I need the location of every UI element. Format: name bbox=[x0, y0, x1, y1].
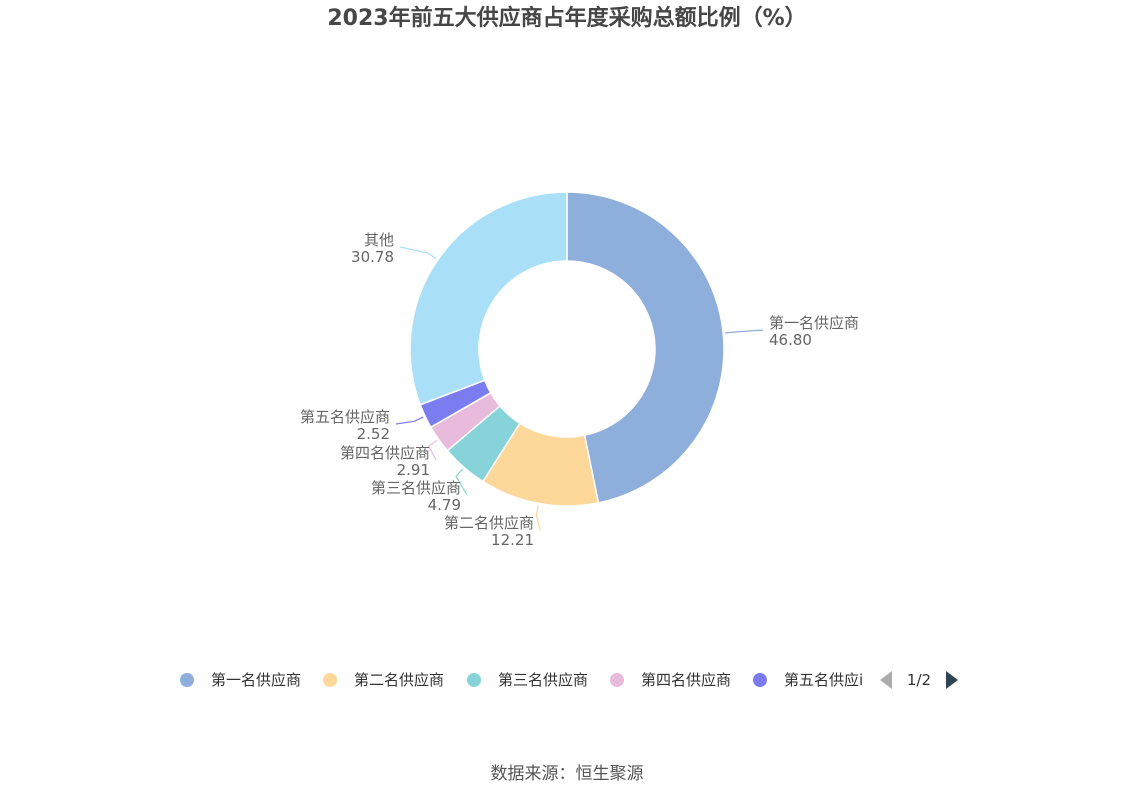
legend-label-2: 第二名供应商 bbox=[354, 671, 444, 689]
slice-label-name-5: 第五名供应商 bbox=[300, 408, 390, 426]
slice-6[interactable] bbox=[409, 191, 568, 406]
chart-title: 2023年前五大供应商占年度采购总额比例（%） bbox=[327, 6, 807, 31]
legend-label-5: 第五名供应i bbox=[784, 671, 863, 689]
leader-line-2 bbox=[535, 505, 541, 531]
slice-label-name-4: 第四名供应商 bbox=[340, 444, 430, 462]
slice-label-name-2: 第二名供应商 bbox=[444, 514, 534, 532]
legend-marker-4 bbox=[610, 673, 624, 687]
leader-line-6 bbox=[399, 246, 437, 260]
legend: 第一名供应商 第二名供应商 第三名供应商 第四名供应商 第五名供应i 1/2 bbox=[180, 671, 958, 689]
leader-line-3 bbox=[455, 468, 468, 496]
slice-label-value-2: 12.21 bbox=[491, 531, 534, 549]
slice-label-name-6: 其他 bbox=[364, 231, 394, 249]
legend-label-1: 第一名供应商 bbox=[211, 671, 301, 689]
data-source-note: 数据来源：恒生聚源 bbox=[490, 764, 644, 784]
legend-label-3: 第三名供应商 bbox=[498, 671, 588, 689]
slice-label-name-1: 第一名供应商 bbox=[769, 314, 859, 332]
legend-item-2[interactable]: 第二名供应商 bbox=[323, 671, 444, 689]
slice-label-value-1: 46.80 bbox=[769, 331, 812, 349]
legend-label-4: 第四名供应商 bbox=[641, 671, 731, 689]
legend-prev-page-icon[interactable] bbox=[880, 671, 892, 689]
legend-item-1[interactable]: 第一名供应商 bbox=[180, 671, 301, 689]
legend-marker-3 bbox=[467, 673, 481, 687]
leader-lines-group bbox=[395, 246, 764, 531]
legend-marker-2 bbox=[323, 673, 337, 687]
legend-item-4[interactable]: 第四名供应商 bbox=[610, 671, 731, 689]
slices-group bbox=[409, 191, 725, 507]
slice-label-name-3: 第三名供应商 bbox=[371, 479, 461, 497]
slice-label-value-5: 2.52 bbox=[357, 425, 390, 443]
legend-item-3[interactable]: 第三名供应商 bbox=[467, 671, 588, 689]
legend-page-indicator: 1/2 bbox=[907, 671, 931, 689]
slice-label-value-3: 4.79 bbox=[428, 496, 461, 514]
slice-label-value-4: 2.91 bbox=[397, 461, 430, 479]
slice-label-value-6: 30.78 bbox=[351, 248, 394, 266]
leader-line-1 bbox=[725, 329, 764, 334]
legend-marker-5 bbox=[753, 673, 767, 687]
leader-line-4 bbox=[427, 439, 438, 461]
legend-marker-1 bbox=[180, 673, 194, 687]
leader-line-5 bbox=[395, 416, 424, 425]
legend-item-5[interactable]: 第五名供应i bbox=[753, 671, 863, 689]
legend-next-page-icon[interactable] bbox=[946, 671, 958, 689]
slice-1[interactable] bbox=[566, 191, 725, 504]
